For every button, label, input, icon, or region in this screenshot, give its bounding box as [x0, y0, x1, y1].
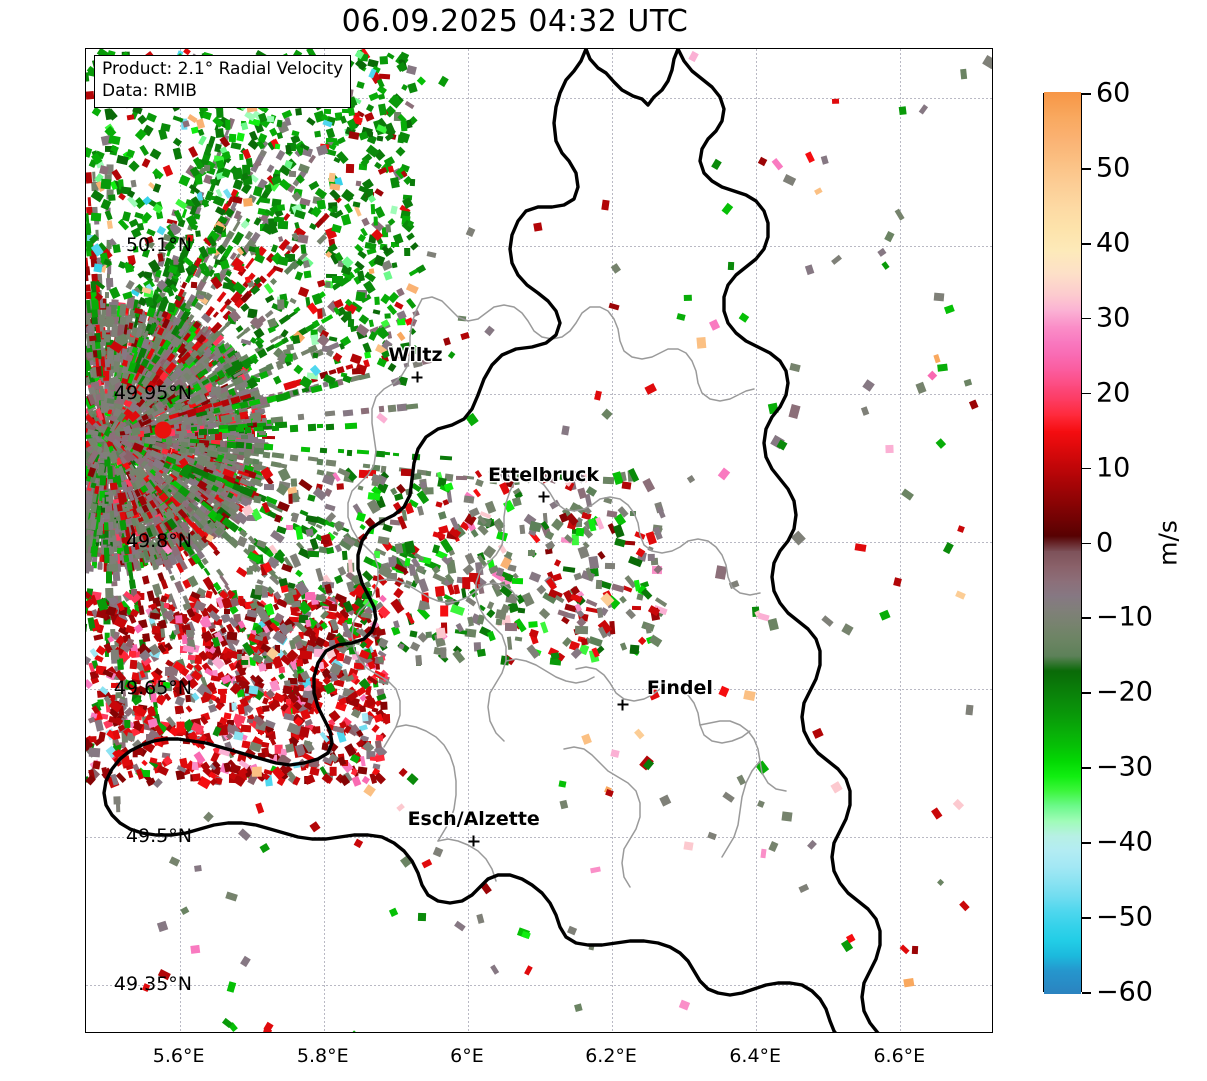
radar-echo-pixel — [187, 433, 197, 438]
gridline-horizontal — [86, 98, 992, 100]
radar-echo-pixel — [256, 433, 267, 437]
gridline-vertical — [612, 49, 614, 1032]
gridline-horizontal — [86, 541, 992, 543]
gridline-horizontal — [86, 837, 992, 838]
radar-echo-pixel — [391, 242, 400, 248]
radar-echo-pixel — [141, 433, 150, 438]
radar-echo-pixel — [332, 276, 344, 284]
gridline-horizontal — [86, 689, 992, 691]
map-clip: Wiltz Ettelbruck Findel Esch/Alzette — [86, 49, 992, 1032]
gridline-vertical — [467, 49, 469, 1032]
gridline-vertical — [756, 49, 758, 1032]
radar-echo-pixel — [209, 433, 217, 438]
figure-title: 06.09.2025 04:32 UTC — [341, 4, 689, 39]
radar-echo-pixel — [214, 432, 222, 440]
map-plot-area[interactable]: Wiltz Ettelbruck Findel Esch/Alzette Produc… — [85, 48, 993, 1033]
gridline-horizontal — [86, 393, 992, 395]
gridline-vertical — [900, 49, 902, 1032]
gridline-horizontal — [86, 246, 992, 247]
gridline-horizontal — [86, 984, 992, 986]
